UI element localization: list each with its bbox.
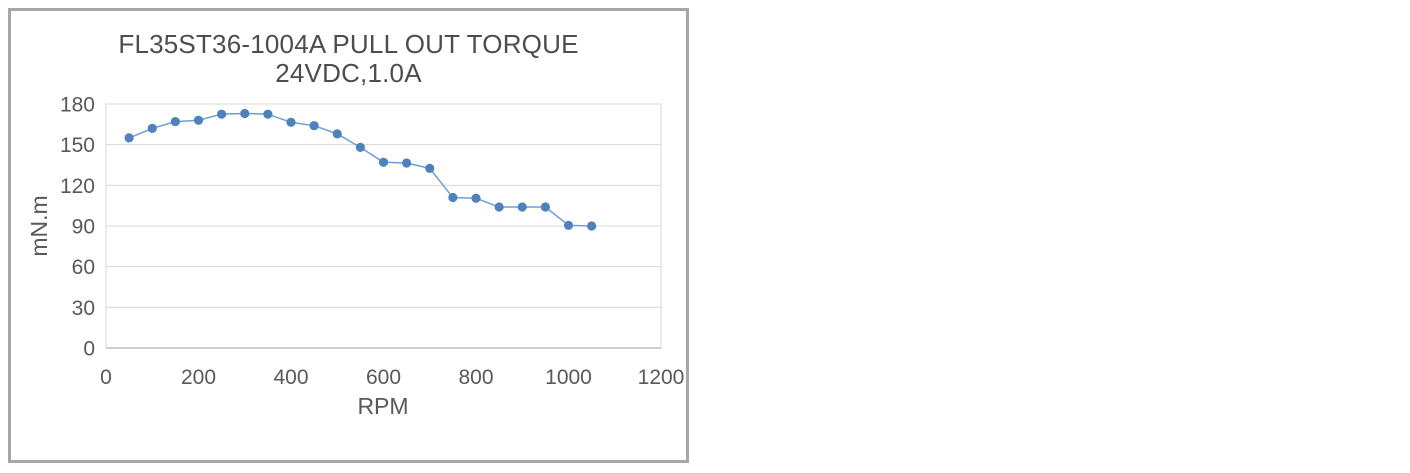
data-point (471, 193, 481, 203)
data-point (378, 157, 389, 167)
data-point (425, 163, 435, 173)
data-point (240, 108, 250, 119)
x-tick-label: 800 (458, 366, 493, 389)
data-point (517, 202, 527, 212)
data-point (170, 117, 180, 127)
data-point (286, 117, 296, 127)
data-point (217, 109, 227, 119)
data-point (540, 202, 550, 212)
data-point (448, 192, 458, 203)
y-tick-label: 150 (60, 134, 95, 157)
x-tick-label: 0 (100, 366, 112, 389)
chart-frame[interactable]: FL35ST36-1004A PULL OUT TORQUE 24VDC,1.0… (8, 8, 689, 463)
y-tick-label: 180 (60, 94, 95, 117)
x-tick-label: 400 (273, 366, 308, 389)
y-tick-label: 90 (72, 216, 95, 239)
data-point (563, 220, 574, 230)
x-tick-label: 1000 (545, 366, 592, 389)
data-point (263, 109, 273, 119)
data-point (355, 142, 365, 152)
x-tick-label: 1200 (638, 366, 685, 389)
data-point (587, 221, 597, 231)
data-point (332, 129, 342, 139)
data-point (402, 158, 412, 168)
data-point (193, 115, 204, 125)
y-tick-label: 60 (72, 256, 95, 279)
y-tick-label: 120 (60, 175, 95, 198)
data-point (124, 133, 134, 143)
y-axis-title: mN.m (26, 195, 52, 256)
data-point (147, 123, 157, 133)
y-tick-label: 0 (83, 338, 95, 361)
plot-area: 0 30 60 90 120 150 180 0 200 400 600 800 1000 1200 RP… (26, 94, 685, 420)
y-tick-label: 30 (72, 297, 95, 320)
data-point (494, 202, 504, 212)
x-axis-title: RPM (357, 393, 408, 419)
x-tick-label: 600 (366, 366, 401, 389)
data-point (309, 121, 319, 131)
x-tick-label: 200 (181, 366, 216, 389)
